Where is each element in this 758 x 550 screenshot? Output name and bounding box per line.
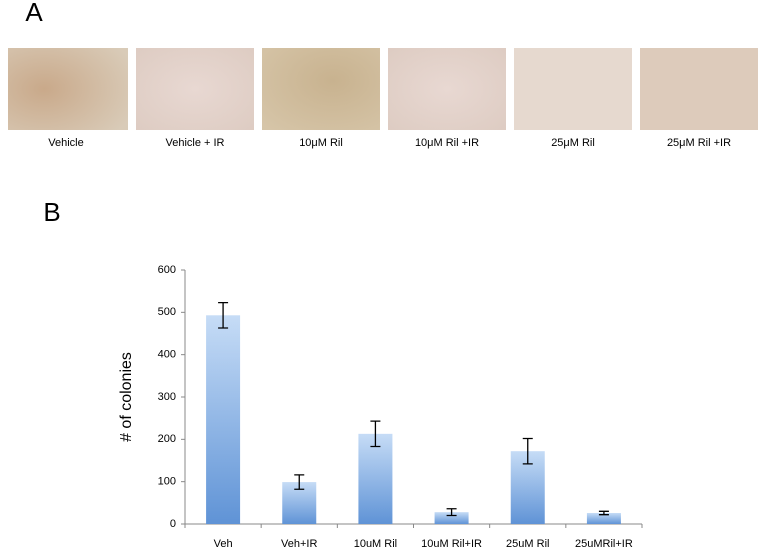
image-caption: 25μM Ril — [551, 137, 595, 149]
image-caption: Vehicle — [48, 137, 83, 149]
bar — [434, 512, 469, 524]
y-axis-label: # of colonies — [118, 352, 135, 442]
x-tick-label: Veh — [214, 538, 233, 550]
panel-label: A — [25, 0, 43, 27]
bar — [206, 315, 241, 524]
error-bar — [294, 474, 305, 490]
x-tick-label: 10uM Ril — [354, 538, 397, 550]
micrograph — [388, 48, 506, 130]
micrograph — [8, 48, 128, 130]
x-tick-label: 25uMRil+IR — [575, 538, 633, 550]
image-caption: 25μM Ril +IR — [667, 137, 731, 149]
bar — [586, 512, 621, 524]
y-tick-label: 100 — [158, 476, 176, 488]
y-tick-label: 300 — [158, 391, 176, 403]
x-tick-label: 10uM Ril+IR — [421, 538, 482, 550]
image-caption: 10μM Ril — [299, 137, 343, 149]
micrograph — [514, 48, 632, 130]
micrograph — [136, 48, 254, 130]
image-caption: 10μM Ril +IR — [415, 137, 479, 149]
y-tick-label: 0 — [170, 518, 176, 530]
error-bar — [522, 437, 533, 465]
x-tick-label: 25uM Ril — [506, 538, 549, 550]
micrograph — [640, 48, 758, 130]
image-caption: Vehicle + IR — [165, 137, 224, 149]
error-bar — [218, 301, 229, 329]
y-tick-label: 200 — [158, 433, 176, 445]
y-tick-label: 500 — [158, 306, 176, 318]
bar — [358, 433, 393, 524]
error-bar — [598, 510, 609, 516]
panel-label: B — [43, 197, 60, 227]
y-tick-label: 400 — [158, 349, 176, 361]
error-bar — [446, 508, 457, 517]
x-tick-label: Veh+IR — [281, 538, 317, 550]
y-tick-label: 600 — [158, 264, 176, 276]
micrograph — [262, 48, 380, 130]
error-bar — [370, 420, 381, 448]
